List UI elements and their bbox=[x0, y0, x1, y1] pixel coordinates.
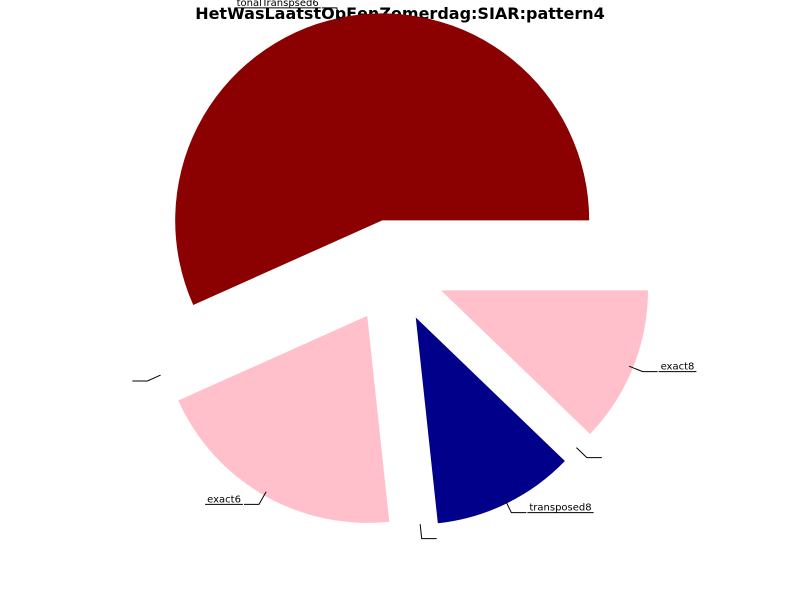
slice-label-tonaltranspsed6: tonalTranspsed6 bbox=[237, 0, 319, 9]
leader-line-empty-5 bbox=[576, 447, 602, 459]
leader-line-exact8 bbox=[628, 365, 658, 373]
leader-line-tonaltranspsed6 bbox=[321, 7, 341, 23]
leader-line-empty-1 bbox=[132, 374, 161, 382]
pie-slices bbox=[175, 13, 648, 524]
pie-slice-tonaltranspsed6 bbox=[175, 13, 590, 305]
leader-line-empty-3 bbox=[419, 524, 437, 540]
pie-slice-exact6 bbox=[178, 315, 390, 523]
slice-label-exact6: exact6 bbox=[207, 494, 241, 505]
pie-slice-exact8 bbox=[440, 290, 648, 434]
leader-line-transposed8 bbox=[504, 499, 527, 514]
slice-label-exact8: exact8 bbox=[661, 362, 695, 373]
pie-slice-transposed8 bbox=[415, 317, 565, 524]
leader-line-exact6 bbox=[243, 491, 267, 505]
slice-label-transposed8: transposed8 bbox=[529, 503, 591, 514]
pie-labels: tonalTranspsed6 exact6 transposed8 exact8 bbox=[132, 0, 697, 540]
chart-title: HetWasLaatstOpEenZomerdag:SIAR:pattern4 bbox=[195, 4, 605, 23]
